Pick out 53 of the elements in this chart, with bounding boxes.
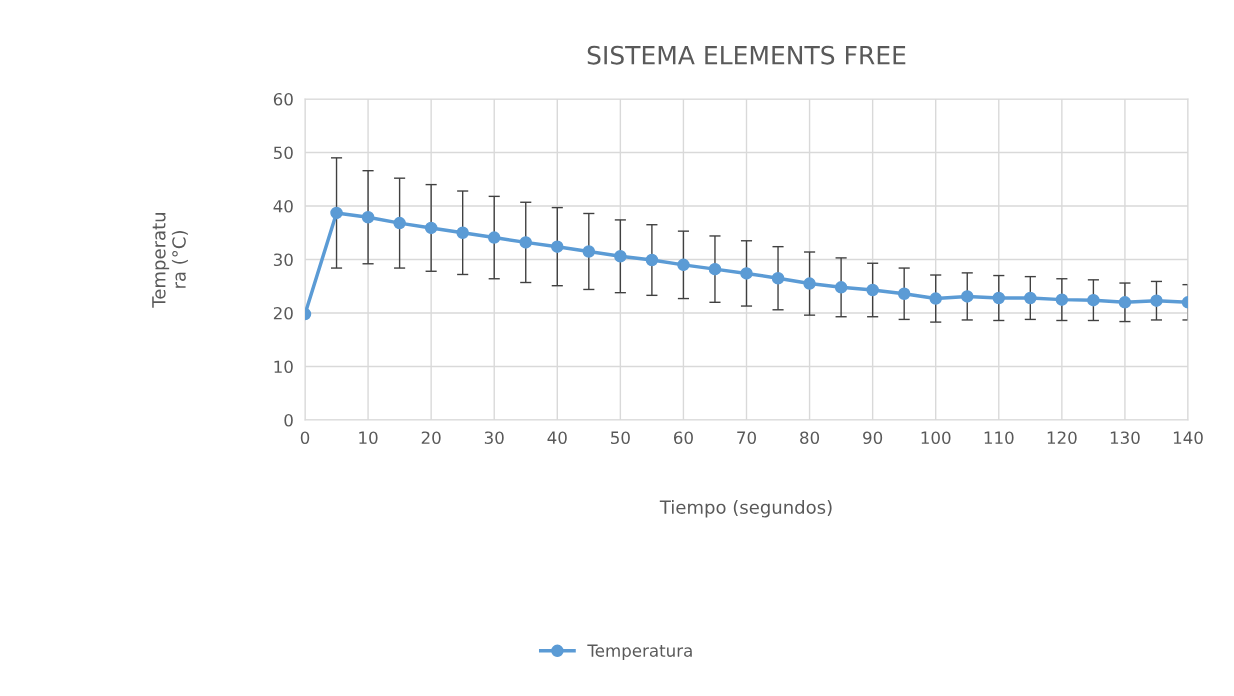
legend-label: Temperatura xyxy=(587,644,692,661)
y-tick-label: 0 xyxy=(284,413,293,427)
point xyxy=(929,292,942,305)
x-tick-label: 30 xyxy=(484,431,504,445)
point xyxy=(677,258,690,272)
x-tick-label: 70 xyxy=(737,431,756,445)
point xyxy=(803,277,816,290)
x-tick-label: 40 xyxy=(547,431,567,445)
x-tick-label: 140 xyxy=(1173,431,1203,445)
point xyxy=(1055,293,1069,306)
point xyxy=(740,267,753,280)
y-tick-label: 60 xyxy=(273,92,293,106)
point xyxy=(487,231,501,244)
point xyxy=(992,291,1006,305)
x-tick-label: 120 xyxy=(1047,431,1077,445)
y-tick-label: 50 xyxy=(273,146,293,160)
point xyxy=(1150,294,1163,307)
x-tick-label: 80 xyxy=(800,431,820,445)
x-tick-label: 90 xyxy=(863,431,883,445)
x-tick-label: 20 xyxy=(421,431,441,445)
point xyxy=(361,210,375,224)
point xyxy=(551,240,564,253)
point xyxy=(456,226,469,240)
point xyxy=(330,206,343,220)
x-tick-label: 100 xyxy=(921,431,951,445)
x-tick-label: 60 xyxy=(673,431,693,445)
point xyxy=(1024,291,1037,305)
y-axis-title: Temperatu ra (°C) xyxy=(152,213,188,308)
point xyxy=(708,262,722,276)
x-tick-label: 50 xyxy=(611,431,630,445)
point xyxy=(1118,296,1132,309)
y-tick-label: 40 xyxy=(273,199,293,213)
point xyxy=(897,287,911,300)
point xyxy=(645,253,659,267)
chart-title: SISTEMA ELEMENTS FREE xyxy=(587,45,906,65)
point xyxy=(582,245,596,258)
point xyxy=(834,281,848,294)
point xyxy=(519,236,533,249)
x-tick-label: 130 xyxy=(1110,431,1140,445)
point xyxy=(424,221,438,235)
x-axis-title: Tiempo (segundos) xyxy=(659,500,832,518)
point xyxy=(1087,293,1100,307)
point xyxy=(866,283,879,297)
point xyxy=(771,271,785,285)
y-tick-label: 30 xyxy=(273,253,293,267)
x-tick-label: 0 xyxy=(300,431,310,445)
point xyxy=(614,250,627,263)
y-tick-label: 20 xyxy=(273,306,293,320)
point xyxy=(960,290,974,303)
y-tick-label: 10 xyxy=(274,360,293,374)
x-tick-label: 10 xyxy=(359,431,378,445)
x-tick-label: 110 xyxy=(984,431,1014,445)
point xyxy=(393,216,406,230)
